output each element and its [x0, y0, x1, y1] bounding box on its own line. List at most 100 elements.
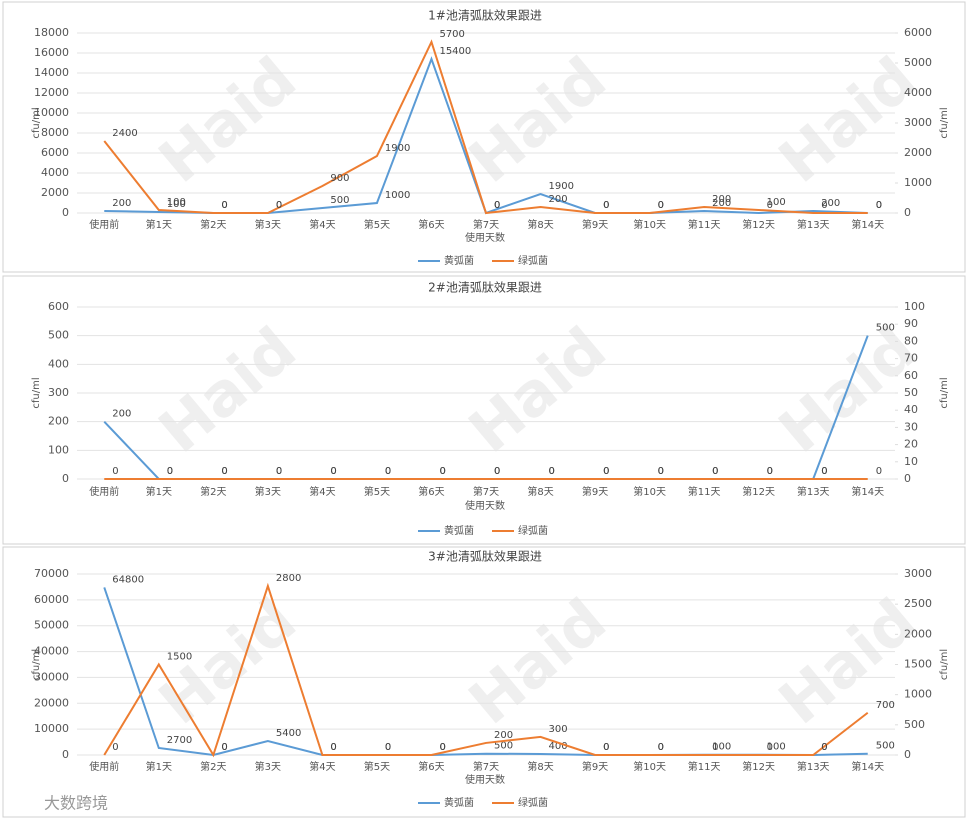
y-tick-label: 40000: [34, 645, 69, 658]
y-tick-label: 20000: [34, 696, 69, 709]
y2-tick-label: 3000: [904, 116, 932, 129]
y-tick-label: 6000: [41, 146, 69, 159]
y2-axis-label: cfu/ml: [939, 377, 950, 408]
series-line: [103, 582, 869, 758]
x-axis-label: 使用天数: [465, 499, 505, 512]
data-label: 0: [330, 742, 336, 753]
x-axis-label: 使用天数: [465, 231, 505, 244]
x-tick-label: 第11天: [688, 218, 721, 231]
data-label: 0: [385, 742, 391, 753]
data-label: 0: [767, 466, 773, 477]
data-label: 0: [712, 466, 718, 477]
x-tick-label: 第12天: [742, 218, 775, 231]
data-label: 0: [494, 200, 500, 211]
x-tick-label: 第10天: [633, 218, 666, 231]
data-label: 0: [330, 742, 336, 753]
data-label: 0: [439, 466, 445, 477]
y-axis-label: cfu/ml: [31, 649, 42, 680]
y2-axis-label: cfu/ml: [939, 107, 950, 138]
x-axis-label: 使用天数: [465, 773, 505, 786]
data-label: 0: [221, 200, 227, 211]
y2-tick-label: 1500: [904, 658, 932, 671]
data-label: 900: [330, 173, 349, 184]
data-label: 0: [603, 200, 609, 211]
y-tick-label: 30000: [34, 670, 69, 683]
data-label: 0: [603, 466, 609, 477]
data-label: 100: [767, 742, 786, 753]
y-tick-label: 12000: [34, 86, 69, 99]
y-tick-label: 600: [48, 300, 69, 313]
data-label: 200: [712, 194, 731, 205]
x-tick-label: 第6天: [418, 218, 444, 231]
data-label: 100: [167, 199, 186, 210]
y2-tick-label: 6000: [904, 26, 932, 39]
data-label: 0: [221, 742, 227, 753]
x-tick-label: 第2天: [200, 760, 226, 773]
data-label: 200: [549, 194, 568, 205]
data-label: 1500: [167, 652, 192, 663]
data-label: 0: [439, 742, 445, 753]
x-tick-label: 第8天: [527, 485, 553, 498]
y-tick-label: 10000: [34, 106, 69, 119]
data-label: 64800: [112, 574, 144, 585]
data-label: 200: [712, 198, 731, 209]
y2-tick-label: 500: [904, 718, 925, 731]
data-label: 0: [658, 200, 664, 211]
panel-border: [2, 546, 966, 818]
data-label: 0: [276, 466, 282, 477]
data-label: 0: [876, 200, 882, 211]
y2-tick-label: 90: [904, 317, 918, 330]
x-tick-label: 第3天: [255, 485, 281, 498]
panel-border: [2, 1, 966, 273]
data-label: 0: [112, 742, 118, 753]
watermark: Haid: [456, 44, 619, 197]
data-label: 200: [494, 730, 513, 741]
x-tick-label: 第9天: [582, 485, 608, 498]
data-label: 300: [549, 724, 568, 735]
data-label: 0: [767, 466, 773, 477]
x-tick-label: 第6天: [418, 485, 444, 498]
data-label: 100: [167, 197, 186, 208]
data-label: 0: [439, 466, 445, 477]
data-label: 0: [221, 200, 227, 211]
y2-tick-label: 10: [904, 455, 918, 468]
data-label: 2700: [167, 735, 192, 746]
y-tick-label: 4000: [41, 166, 69, 179]
data-label: 0: [767, 742, 773, 753]
x-tick-label: 第8天: [527, 218, 553, 231]
data-label: 0: [876, 466, 882, 477]
data-label: 0: [276, 200, 282, 211]
chart-panel: Haid Haid Haid1#池清弧肽效果跟进020004000600080001…: [2, 1, 966, 273]
x-tick-label: 第4天: [309, 760, 335, 773]
data-label: 0: [221, 466, 227, 477]
y-tick-label: 0: [62, 472, 69, 485]
y2-tick-label: 60: [904, 369, 918, 382]
y2-tick-label: 30: [904, 420, 918, 433]
x-tick-label: 使用前: [89, 218, 119, 231]
x-tick-label: 第14天: [851, 485, 884, 498]
data-label: 500: [330, 195, 349, 206]
x-tick-label: 第9天: [582, 218, 608, 231]
data-label: 0: [658, 742, 664, 753]
data-label: 0: [603, 742, 609, 753]
data-label: 0: [658, 200, 664, 211]
y-tick-label: 2000: [41, 186, 69, 199]
watermark: Haid: [456, 586, 619, 739]
data-label: 500: [876, 741, 895, 752]
y2-tick-label: 0: [904, 748, 911, 761]
x-tick-label: 第2天: [200, 485, 226, 498]
data-label: 0: [112, 466, 118, 477]
y-tick-label: 300: [48, 386, 69, 399]
y-axis-label: cfu/ml: [31, 107, 42, 138]
y2-tick-label: 0: [904, 206, 911, 219]
data-label: 5400: [276, 728, 301, 739]
data-label: 0: [494, 466, 500, 477]
y-axis-label: cfu/ml: [31, 377, 42, 408]
x-tick-label: 第1天: [146, 485, 172, 498]
x-tick-label: 第14天: [851, 760, 884, 773]
x-tick-label: 第3天: [255, 760, 281, 773]
legend-label: 黄弧菌: [444, 524, 474, 537]
data-label: 0: [494, 200, 500, 211]
